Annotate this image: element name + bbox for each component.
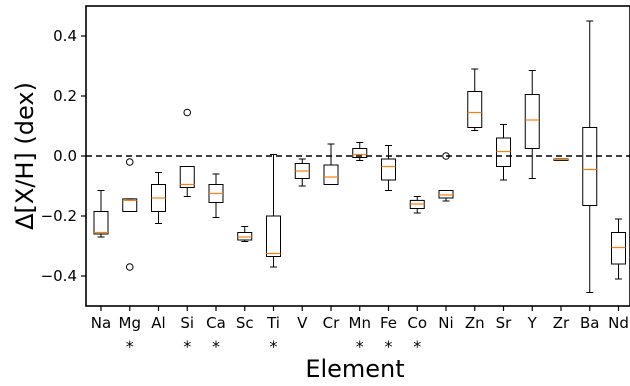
- x-tick-label: Cr: [323, 314, 340, 332]
- box-body: [179, 166, 195, 188]
- x-tick-label: Ni: [438, 314, 453, 332]
- box-body: [524, 94, 540, 149]
- box-body: [352, 148, 368, 158]
- x-tick-label: Sr: [496, 314, 513, 332]
- box-body: [323, 164, 339, 185]
- box-body: [496, 137, 511, 167]
- x-tick-label: Nd: [608, 314, 629, 332]
- box-body: [93, 211, 109, 235]
- significance-star: *: [413, 337, 421, 356]
- box-body: [237, 232, 253, 241]
- box-co: [409, 196, 425, 214]
- box-ba: [582, 20, 598, 293]
- box-body: [381, 158, 396, 181]
- y-axis-label: Δ[X/H] (dex): [11, 82, 39, 230]
- box-ni: [438, 152, 454, 202]
- outlier-point: [442, 152, 450, 160]
- x-tick-label: Ca: [206, 314, 226, 332]
- box-mn: [352, 142, 368, 161]
- significance-star: *: [183, 337, 191, 356]
- plot-frame: [85, 5, 630, 307]
- x-tick-label: Co: [407, 314, 427, 332]
- box-body: [122, 198, 138, 212]
- x-tick-label: Zn: [465, 314, 485, 332]
- outlier-point: [183, 108, 192, 117]
- y-tick-label: −0.4: [41, 267, 77, 285]
- x-tick-label: Mn: [349, 314, 371, 332]
- x-tick-label: Fe: [380, 314, 397, 332]
- x-tick-label: Ba: [580, 314, 599, 332]
- y-tick-label: 0.2: [53, 87, 77, 105]
- box-sc: [237, 226, 253, 242]
- tick-layer: 0.4 0.2 0.0 −0.2 −0.4 Na Mg * Al Si * Ca * Sc Ti * V Cr Mn…: [41, 27, 629, 356]
- x-tick-label: Mg: [119, 314, 141, 332]
- significance-star: *: [356, 337, 364, 356]
- box-layer: [93, 20, 626, 293]
- outlier-point: [125, 158, 134, 166]
- x-tick-label: Y: [527, 314, 538, 332]
- box-na: [93, 190, 109, 238]
- x-tick-label: Si: [180, 314, 194, 332]
- x-tick-label: Na: [91, 314, 111, 332]
- significance-star: *: [270, 337, 278, 356]
- box-mg: [122, 158, 138, 271]
- box-fe: [381, 145, 396, 191]
- significance-star: *: [385, 337, 393, 356]
- y-tick-label: 0.0: [53, 147, 77, 165]
- box-si: [179, 108, 195, 197]
- box-body: [467, 91, 483, 128]
- x-tick-label: Ti: [266, 314, 280, 332]
- significance-star: *: [212, 337, 220, 356]
- box-body: [582, 127, 598, 206]
- box-cr: [323, 143, 339, 185]
- box-al: [151, 172, 166, 224]
- y-tick-label: 0.4: [53, 27, 77, 45]
- x-axis-label: Element: [305, 355, 404, 383]
- x-tick-label: Sc: [236, 314, 254, 332]
- box-zr: [553, 158, 569, 161]
- outlier-point: [125, 263, 134, 271]
- box-body: [611, 232, 626, 265]
- box-nd: [611, 218, 626, 280]
- x-tick-label: Al: [151, 314, 165, 332]
- y-tick-label: −0.2: [41, 207, 77, 225]
- significance-star: *: [126, 337, 134, 356]
- box-v: [294, 158, 310, 187]
- box-ti: [266, 154, 281, 268]
- box-zn: [467, 68, 483, 131]
- box-y: [524, 70, 540, 179]
- x-tick-label: V: [297, 314, 308, 332]
- box-body: [266, 215, 281, 257]
- box-body: [438, 190, 454, 199]
- x-tick-label: Zr: [553, 314, 570, 332]
- box-ca: [208, 173, 224, 218]
- box-sr: [496, 124, 511, 181]
